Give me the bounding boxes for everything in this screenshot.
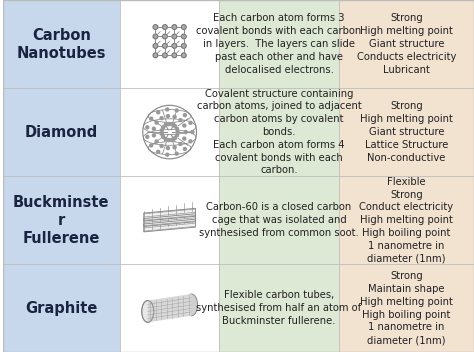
Bar <box>2 176 120 264</box>
Circle shape <box>146 126 149 129</box>
Circle shape <box>162 126 164 129</box>
Ellipse shape <box>142 301 154 322</box>
Circle shape <box>175 109 178 112</box>
Circle shape <box>173 146 176 149</box>
Circle shape <box>172 34 177 39</box>
Bar <box>2 0 120 88</box>
Bar <box>219 176 339 264</box>
Circle shape <box>163 34 167 39</box>
Circle shape <box>173 125 176 127</box>
Polygon shape <box>144 208 195 221</box>
Circle shape <box>163 44 167 48</box>
Circle shape <box>146 135 149 138</box>
Circle shape <box>183 137 186 140</box>
Circle shape <box>160 117 163 120</box>
Circle shape <box>189 121 192 124</box>
Bar <box>339 264 474 352</box>
Polygon shape <box>144 219 195 232</box>
Circle shape <box>166 108 169 111</box>
Circle shape <box>157 150 160 153</box>
Circle shape <box>171 123 173 126</box>
Circle shape <box>164 137 167 141</box>
Bar <box>339 0 474 88</box>
Circle shape <box>162 135 164 138</box>
Circle shape <box>150 117 153 120</box>
Circle shape <box>191 131 194 133</box>
Circle shape <box>189 140 192 143</box>
Circle shape <box>175 152 178 155</box>
Bar <box>219 264 339 352</box>
Circle shape <box>172 53 177 58</box>
Circle shape <box>153 25 158 29</box>
Bar <box>2 88 120 176</box>
Text: Diamond: Diamond <box>25 125 98 140</box>
Polygon shape <box>148 294 191 322</box>
Circle shape <box>183 124 186 127</box>
Circle shape <box>182 44 186 48</box>
Text: Strong
Maintain shape
High melting point
High boiling point
1 nanometre in
diame: Strong Maintain shape High melting point… <box>360 271 453 345</box>
Circle shape <box>163 25 167 29</box>
Circle shape <box>150 144 153 147</box>
Polygon shape <box>144 214 195 226</box>
Circle shape <box>172 44 177 48</box>
Text: Strong
High melting point
Giant structure
Conducts electricity
Lubricant: Strong High melting point Giant structur… <box>356 13 456 75</box>
Bar <box>339 176 474 264</box>
Bar <box>120 264 219 352</box>
Circle shape <box>152 134 155 137</box>
Circle shape <box>153 53 158 58</box>
Circle shape <box>175 127 179 130</box>
Circle shape <box>166 147 169 149</box>
Circle shape <box>155 140 158 143</box>
Circle shape <box>167 138 170 142</box>
Circle shape <box>166 115 169 118</box>
Text: Flexible
Strong
Conduct electricity
High melting point
High boiling point
1 nano: Flexible Strong Conduct electricity High… <box>359 177 454 263</box>
Circle shape <box>175 134 179 137</box>
Text: Each carbon atom forms 3
covalent bonds with each carbon
in layers.  The layers : Each carbon atom forms 3 covalent bonds … <box>196 13 362 75</box>
Text: Graphite: Graphite <box>25 301 97 316</box>
Text: Covalent structure containing
carbon atoms, joined to adjacent
carbon atoms by c: Covalent structure containing carbon ato… <box>197 89 361 175</box>
Circle shape <box>172 25 177 29</box>
Circle shape <box>183 114 186 117</box>
Circle shape <box>163 53 167 58</box>
Bar <box>219 88 339 176</box>
Bar <box>120 176 219 264</box>
Circle shape <box>160 129 163 132</box>
Circle shape <box>182 34 186 39</box>
Text: Buckminste
r
Fullerene: Buckminste r Fullerene <box>13 195 109 246</box>
Circle shape <box>182 25 186 29</box>
Text: Strong
High melting point
Giant structure
Lattice Structure
Non-conductive: Strong High melting point Giant structur… <box>360 102 453 163</box>
Circle shape <box>153 44 158 48</box>
Text: Flexible carbon tubes,
synthesised from half an atom of
Buckminster fullerene.: Flexible carbon tubes, synthesised from … <box>196 290 362 326</box>
Circle shape <box>152 127 155 130</box>
Circle shape <box>164 124 167 127</box>
Bar <box>120 0 219 88</box>
Circle shape <box>153 34 158 39</box>
Bar <box>219 0 339 88</box>
Circle shape <box>167 122 170 126</box>
Bar <box>2 264 120 352</box>
Circle shape <box>182 53 186 58</box>
Circle shape <box>155 121 158 124</box>
Circle shape <box>160 144 163 147</box>
Circle shape <box>171 138 173 141</box>
Text: Carbon-60 is a closed carbon
cage that was isolated and
synthesised from common : Carbon-60 is a closed carbon cage that w… <box>199 202 359 238</box>
Circle shape <box>160 132 163 135</box>
Circle shape <box>184 131 187 133</box>
Circle shape <box>176 131 179 133</box>
Circle shape <box>157 111 160 114</box>
Bar <box>120 88 219 176</box>
Ellipse shape <box>185 294 198 316</box>
Circle shape <box>173 115 176 118</box>
Circle shape <box>173 137 176 140</box>
Bar <box>339 88 474 176</box>
Circle shape <box>166 153 169 156</box>
Circle shape <box>183 147 186 151</box>
Circle shape <box>179 119 182 122</box>
Circle shape <box>179 142 182 146</box>
Text: Carbon
Nanotubes: Carbon Nanotubes <box>17 28 106 60</box>
